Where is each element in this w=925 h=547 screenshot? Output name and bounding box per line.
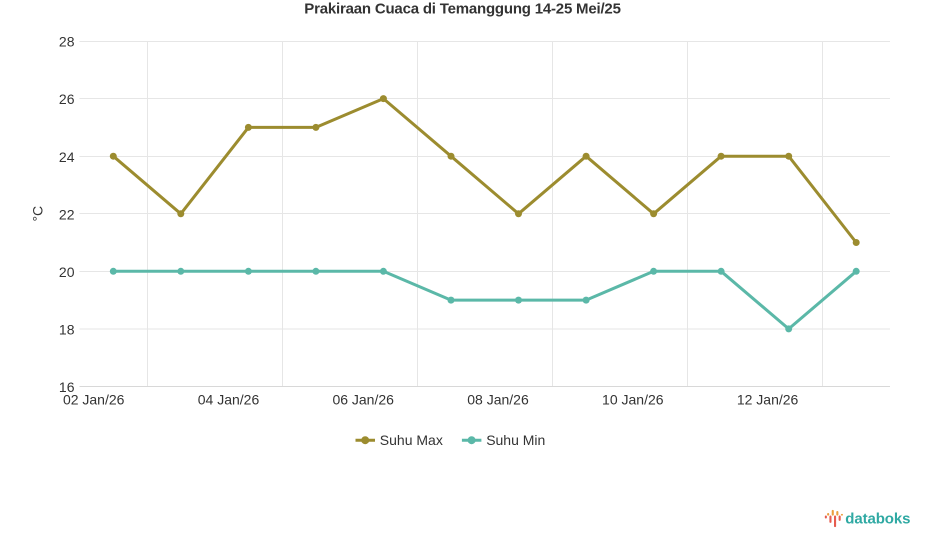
svg-text:12 Jan/26: 12 Jan/26: [737, 392, 799, 408]
svg-text:databoks: databoks: [845, 510, 910, 527]
svg-text:24: 24: [59, 149, 75, 165]
svg-text:Prakiraan Cuaca di Temanggung: Prakiraan Cuaca di Temanggung 14-25 Mei/…: [304, 1, 620, 18]
svg-text:04 Jan/26: 04 Jan/26: [198, 392, 260, 408]
svg-text:28: 28: [59, 34, 75, 50]
svg-text:18: 18: [59, 322, 75, 338]
svg-text:16: 16: [59, 379, 75, 395]
svg-text:20: 20: [59, 264, 75, 280]
svg-text:10 Jan/26: 10 Jan/26: [602, 392, 664, 408]
svg-text:26: 26: [59, 91, 75, 107]
svg-text:Suhu Min: Suhu Min: [486, 432, 545, 448]
svg-text:06 Jan/26: 06 Jan/26: [332, 392, 394, 408]
svg-text:°C: °C: [30, 206, 46, 222]
svg-text:02 Jan/26: 02 Jan/26: [63, 392, 125, 408]
svg-text:22: 22: [59, 206, 75, 222]
svg-text:08 Jan/26: 08 Jan/26: [467, 392, 529, 408]
svg-text:Suhu Max: Suhu Max: [380, 432, 443, 448]
